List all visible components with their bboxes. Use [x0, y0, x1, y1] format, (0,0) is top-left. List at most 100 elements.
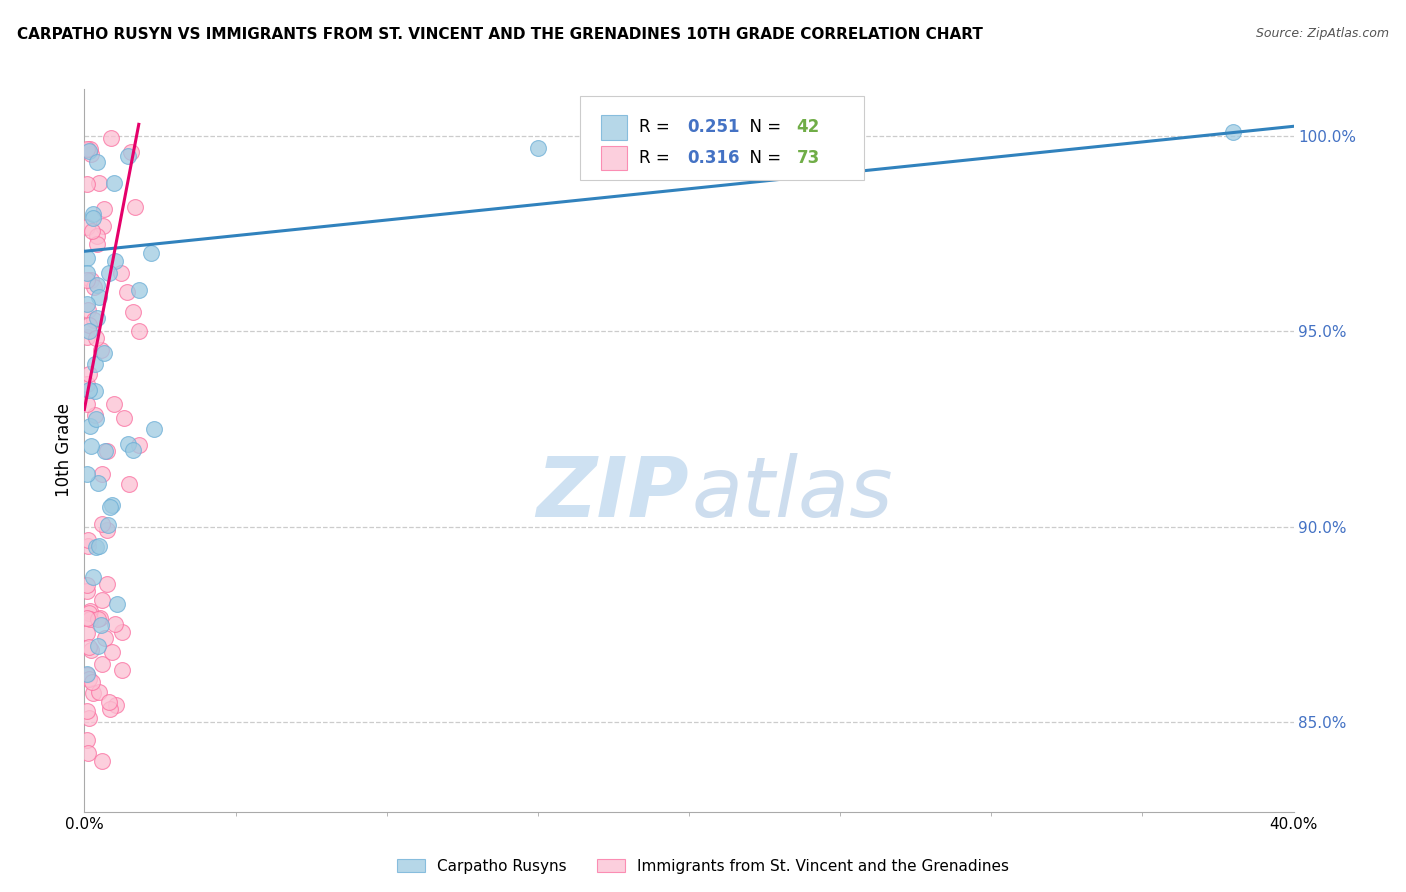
Point	[98, 702, 121, 716]
Point	[89, 539, 111, 553]
Point	[77, 606, 100, 620]
Point	[76, 297, 98, 311]
Point	[86, 229, 108, 244]
Point	[86, 277, 108, 292]
Point	[84, 408, 107, 422]
Point	[77, 711, 100, 725]
Point	[82, 570, 104, 584]
Point	[86, 331, 108, 345]
Text: R =: R =	[640, 119, 675, 136]
Point	[110, 266, 132, 280]
Point	[118, 477, 141, 491]
Point	[128, 283, 150, 297]
Point	[76, 732, 98, 747]
Point	[103, 176, 125, 190]
Point	[87, 476, 110, 491]
Point	[83, 357, 105, 371]
Point	[89, 610, 111, 624]
Point	[104, 254, 127, 268]
Text: CARPATHO RUSYN VS IMMIGRANTS FROM ST. VINCENT AND THE GRENADINES 10TH GRADE CORR: CARPATHO RUSYN VS IMMIGRANTS FROM ST. VI…	[17, 27, 983, 42]
Point	[97, 518, 120, 533]
Y-axis label: 10th Grade: 10th Grade	[55, 403, 73, 498]
Point	[527, 141, 550, 155]
Point	[76, 273, 98, 287]
Point	[80, 147, 103, 161]
Text: N =: N =	[738, 119, 786, 136]
Point	[117, 436, 139, 450]
Point	[100, 130, 122, 145]
Point	[96, 577, 118, 591]
Point	[76, 219, 98, 234]
Point	[120, 145, 142, 159]
Point	[87, 612, 110, 626]
Point	[93, 346, 115, 360]
Point	[76, 583, 98, 598]
Point	[84, 541, 107, 555]
Point	[122, 442, 145, 457]
Point	[76, 177, 98, 191]
Point	[1222, 125, 1244, 139]
Point	[86, 155, 108, 169]
Point	[103, 397, 125, 411]
Point	[97, 266, 120, 280]
Point	[76, 704, 98, 718]
Point	[82, 224, 104, 238]
Text: atlas: atlas	[692, 453, 893, 534]
Point	[82, 207, 104, 221]
Point	[77, 303, 100, 318]
Point	[101, 498, 124, 512]
Point	[80, 273, 103, 287]
Point	[82, 211, 104, 226]
Legend: Carpatho Rusyns, Immigrants from St. Vincent and the Grenadines: Carpatho Rusyns, Immigrants from St. Vin…	[391, 853, 1015, 880]
Point	[79, 418, 101, 433]
Point	[79, 612, 101, 626]
Point	[101, 645, 124, 659]
Point	[87, 639, 110, 653]
Point	[79, 439, 101, 453]
FancyBboxPatch shape	[600, 115, 627, 140]
Point	[77, 673, 100, 687]
Point	[76, 578, 98, 592]
Point	[117, 149, 139, 163]
Point	[90, 467, 112, 482]
Point	[76, 330, 98, 344]
Point	[91, 754, 114, 768]
Point	[84, 411, 107, 425]
Text: ZIP: ZIP	[536, 453, 689, 534]
Point	[86, 311, 108, 326]
FancyBboxPatch shape	[581, 96, 865, 179]
Text: 0.316: 0.316	[688, 149, 740, 167]
Point	[80, 675, 103, 690]
Point	[84, 384, 107, 399]
Point	[76, 397, 98, 411]
Point	[76, 667, 98, 681]
Point	[124, 201, 146, 215]
Text: 42: 42	[797, 119, 820, 136]
Point	[76, 467, 98, 481]
Text: N =: N =	[738, 149, 786, 167]
Point	[97, 695, 120, 709]
Point	[89, 343, 111, 357]
Point	[111, 664, 134, 678]
Point	[91, 657, 114, 671]
Text: 0.251: 0.251	[688, 119, 740, 136]
Point	[91, 219, 114, 233]
Text: Source: ZipAtlas.com: Source: ZipAtlas.com	[1256, 27, 1389, 40]
Point	[94, 631, 117, 645]
Point	[76, 251, 98, 265]
Point	[77, 144, 100, 158]
Point	[79, 604, 101, 618]
Point	[76, 377, 98, 392]
Point	[121, 305, 143, 319]
Point	[94, 443, 117, 458]
Point	[77, 539, 100, 553]
Point	[77, 367, 100, 381]
Point	[104, 617, 127, 632]
Point	[87, 176, 110, 190]
Point	[98, 500, 121, 515]
Point	[83, 313, 105, 327]
Point	[76, 611, 98, 625]
Point	[93, 202, 115, 216]
Point	[96, 523, 118, 537]
Point	[104, 698, 127, 712]
